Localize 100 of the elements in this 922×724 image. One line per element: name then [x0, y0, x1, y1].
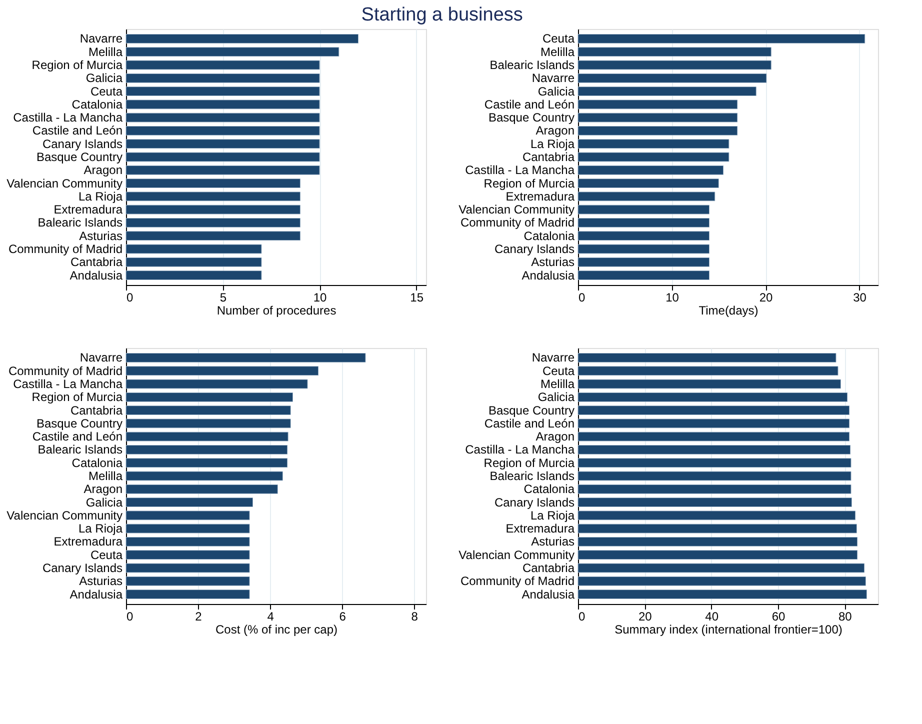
bar [126, 563, 250, 573]
y-tick-label: Castilla - La Mancha [465, 163, 575, 178]
y-tick-label: Extremadura [54, 534, 123, 549]
y-tick-label: Galicia [86, 495, 123, 510]
bar [126, 445, 288, 454]
y-tick-label: La Rioja [530, 508, 575, 522]
y-tick-label: Balearic Islands [490, 469, 574, 483]
y-tick-label: Andalusia [70, 587, 123, 602]
y-tick-label: Basque Country [488, 110, 574, 125]
x-tick-label: 30 [853, 290, 867, 304]
y-tick-label: Andalusia [70, 268, 123, 282]
y-tick-label: Basque Country [36, 416, 122, 430]
y-tick-label: Valencian Community [458, 548, 574, 562]
x-tick-label: 20 [638, 610, 652, 624]
y-tick-label: Aragon [84, 163, 122, 178]
y-tick-label: Navarre [532, 71, 575, 86]
y-tick-label: Canary Islands [42, 560, 122, 575]
bar [578, 524, 857, 534]
x-tick-label: 0 [126, 610, 134, 624]
x-tick-label: 60 [772, 610, 786, 624]
bar [578, 498, 852, 507]
y-tick-label: Navarre [532, 350, 575, 365]
bar [578, 392, 848, 402]
x-tick-label: 4 [267, 610, 274, 624]
y-tick-label: Asturias [79, 574, 122, 588]
x-tick-label: 80 [838, 610, 852, 624]
y-tick-label: Aragon [536, 430, 574, 444]
y-tick-label: Ceuta [90, 548, 123, 562]
bar [126, 590, 250, 599]
y-tick-label: Region of Murcia [484, 456, 575, 470]
y-tick-label: Community of Madrid [460, 216, 574, 230]
y-tick-label: Galicia [538, 84, 575, 98]
bar [126, 418, 291, 428]
y-tick-label: La Rioja [530, 136, 575, 151]
y-tick-label: La Rioja [78, 522, 123, 536]
bar [126, 458, 288, 468]
y-tick-label: Castilla - La Mancha [13, 377, 123, 392]
y-tick-label: Melilla [88, 469, 123, 483]
y-tick-label: Melilla [540, 44, 575, 59]
bar [126, 484, 278, 494]
x-tick-label: 20 [759, 290, 773, 304]
y-tick-label: Valencian Community [6, 176, 122, 190]
y-tick-label: Valencian Community [458, 202, 574, 217]
y-tick-label: Galicia [538, 390, 575, 404]
bar [126, 432, 288, 442]
y-tick-label: Community of Madrid [460, 574, 574, 588]
y-tick-label: Castilla - La Mancha [13, 110, 123, 125]
bar [578, 458, 852, 468]
x-tick-label: 0 [578, 610, 586, 624]
x-axis-title: Summary index (international frontier=100) [614, 622, 842, 636]
y-tick-label: Castile and León [32, 124, 122, 138]
y-tick-label: Community of Madrid [8, 364, 122, 378]
x-axis-title: Time(days) [698, 304, 758, 318]
x-tick-label: 6 [339, 610, 346, 624]
y-tick-label: Basque Country [36, 150, 122, 164]
y-tick-label: Cantabria [70, 403, 123, 418]
bar [578, 366, 838, 376]
y-tick-label: Castile and León [32, 430, 122, 444]
y-tick-label: Andalusia [522, 268, 575, 282]
bar [126, 471, 283, 481]
y-tick-label: Balearic Islands [38, 442, 122, 457]
x-tick-label: 2 [195, 610, 202, 624]
bar [126, 576, 250, 586]
y-tick-label: Castile and León [484, 416, 574, 430]
bar [578, 563, 865, 573]
y-tick-label: Melilla [540, 377, 575, 392]
x-tick-label: 40 [705, 610, 719, 624]
y-tick-label: Extremadura [54, 202, 123, 217]
y-tick-label: Valencian Community [6, 508, 122, 522]
bar [126, 392, 293, 402]
y-tick-label: Catalonia [72, 97, 123, 112]
chart-title: Starting a business [361, 4, 523, 26]
y-tick-label: Canary Islands [494, 495, 574, 510]
x-tick-label: 8 [411, 610, 418, 624]
bar [578, 406, 850, 416]
bar [126, 379, 308, 389]
bar [578, 353, 836, 362]
bar [578, 590, 867, 599]
bar [578, 379, 841, 389]
bar [578, 536, 858, 546]
x-tick-label: 10 [666, 290, 680, 304]
y-tick-label: Region of Murcia [32, 390, 123, 404]
y-tick-label: Ceuta [542, 32, 575, 46]
y-tick-label: Galicia [86, 71, 123, 86]
y-tick-label: Region of Murcia [32, 58, 123, 72]
y-tick-label: Melilla [88, 44, 123, 59]
y-tick-label: Catalonia [524, 228, 575, 243]
y-tick-label: Asturias [531, 534, 574, 549]
x-tick-label: 5 [220, 290, 227, 304]
y-tick-label: Region of Murcia [484, 176, 575, 190]
y-tick-label: Ceuta [542, 364, 575, 378]
y-tick-label: Balearic Islands [490, 58, 574, 72]
x-tick-label: 0 [578, 290, 586, 304]
bar [126, 524, 250, 534]
y-tick-label: Basque Country [488, 403, 574, 418]
y-tick-label: Canary Islands [494, 242, 574, 256]
bar [578, 432, 850, 442]
y-tick-label: Ceuta [90, 84, 123, 98]
x-tick-label: 0 [126, 290, 134, 304]
y-tick-label: Extremadura [506, 189, 575, 204]
